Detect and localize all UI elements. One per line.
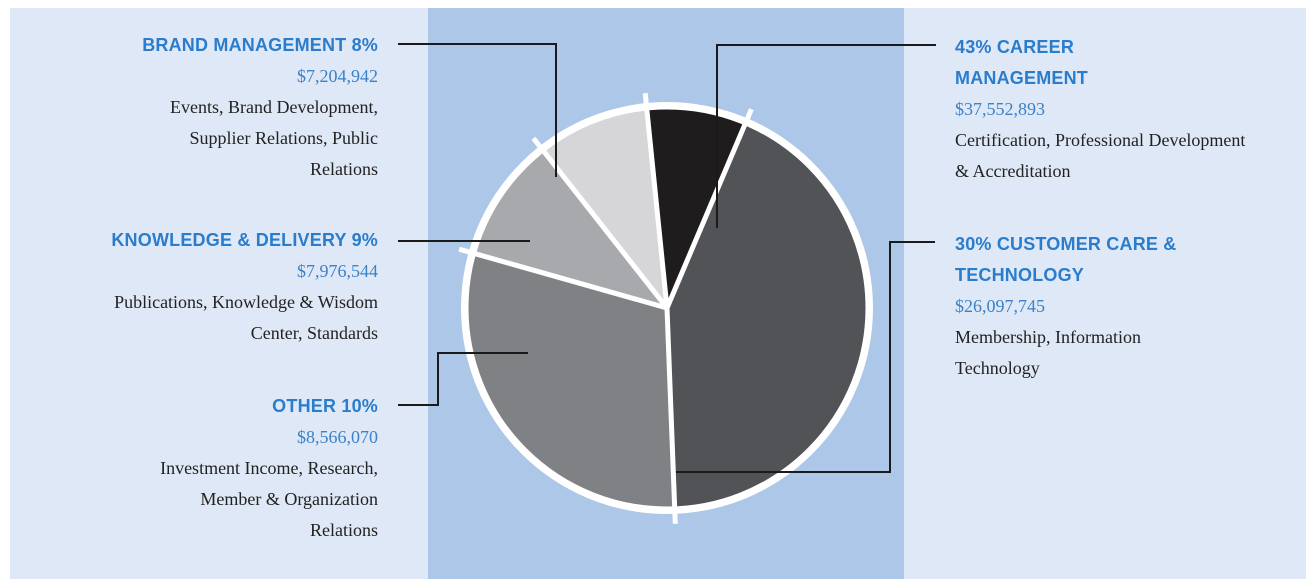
leader-line-customer: [676, 471, 891, 473]
pie-separator: [664, 307, 678, 524]
label-description: Investment Income, Research, Member & Or…: [160, 458, 378, 540]
leader-line-brand: [398, 43, 556, 45]
pie-separator: [458, 246, 668, 311]
label-brand-management: BRAND MANAGEMENT 8% $7,204,942 Events, B…: [0, 30, 378, 185]
left-panel: [10, 8, 428, 579]
label-amount: $8,566,070: [297, 427, 378, 447]
label-knowledge-delivery: KNOWLEDGE & DELIVERY 9% $7,976,544 Publi…: [0, 225, 378, 349]
label-amount: $7,204,942: [297, 66, 378, 86]
label-other: OTHER 10% $8,566,070 Investment Income, …: [0, 391, 378, 546]
label-heading: OTHER 10%: [272, 396, 378, 416]
label-heading: 43% CAREER MANAGEMENT: [955, 37, 1088, 88]
label-customer-care-technology: 30% CUSTOMER CARE & TECHNOLOGY $26,097,7…: [955, 229, 1255, 384]
label-amount: $7,976,544: [297, 261, 378, 281]
label-career-management: 43% CAREER MANAGEMENT $37,552,893 Certif…: [955, 32, 1255, 187]
leader-line-career: [716, 44, 718, 228]
leader-line-customer: [889, 241, 891, 472]
leader-line-customer: [889, 241, 935, 243]
label-amount: $26,097,745: [955, 296, 1045, 316]
label-description: Publications, Knowledge & Wisdom Center,…: [114, 292, 378, 343]
pie-rim: [465, 106, 869, 510]
label-heading: BRAND MANAGEMENT 8%: [142, 35, 378, 55]
label-amount: $37,552,893: [955, 99, 1045, 119]
pie-separator: [664, 108, 754, 309]
label-description: Events, Brand Development, Supplier Rela…: [170, 97, 378, 179]
leader-line-brand: [555, 43, 557, 177]
label-description: Certification, Professional Development …: [955, 130, 1246, 181]
leader-line-other: [398, 404, 438, 406]
pie-slice: [467, 253, 675, 508]
leader-line-career: [716, 44, 936, 46]
leader-line-other: [437, 352, 528, 354]
pie-separator: [642, 92, 670, 309]
leader-line-knowledge: [398, 240, 530, 242]
label-heading: KNOWLEDGE & DELIVERY 9%: [111, 230, 378, 250]
right-panel: [904, 8, 1306, 579]
leader-line-other: [437, 352, 439, 406]
pie-slice: [474, 150, 667, 308]
label-description: Membership, Information Technology: [955, 327, 1141, 378]
pie-slice: [646, 108, 746, 308]
pie-slice: [543, 109, 667, 308]
label-heading: 30% CUSTOMER CARE & TECHNOLOGY: [955, 234, 1177, 285]
